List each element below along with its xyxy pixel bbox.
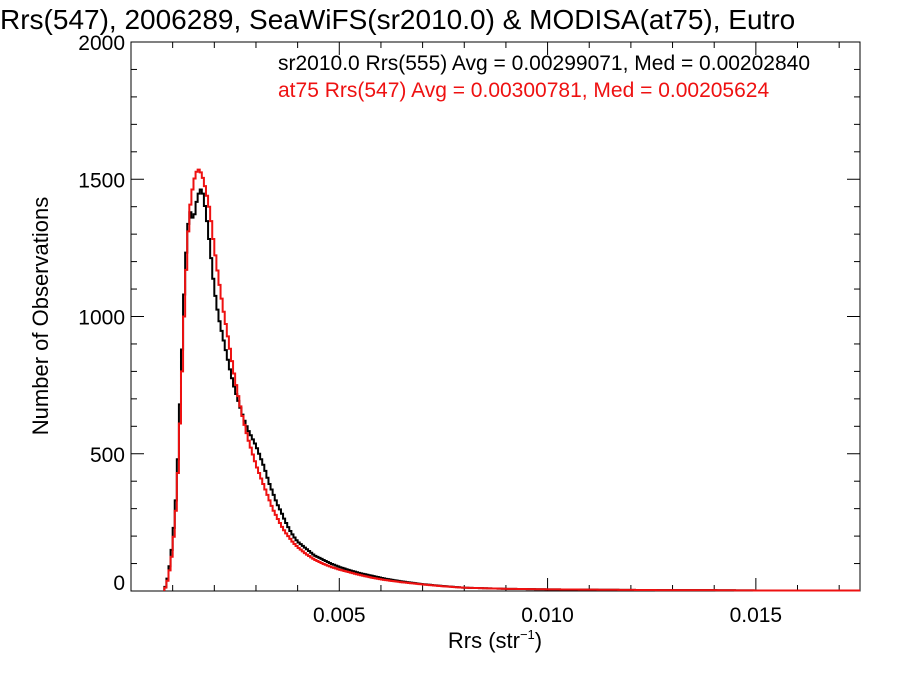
plot-frame	[130, 41, 861, 592]
chart-title: Rrs(547), 2006289, SeaWiFS(sr2010.0) & M…	[0, 4, 795, 35]
x-axis-label: Rrs (str−1)	[448, 627, 542, 653]
y-tick-label: 500	[90, 444, 125, 467]
y-axis-label: Number of Observations	[28, 197, 53, 435]
x-tick-label: 0.015	[730, 604, 783, 627]
x-axis-label-main: Rrs (str	[448, 628, 520, 653]
x-tick-label: 0.005	[313, 604, 366, 627]
x-axis-label-sup: −1	[520, 627, 535, 642]
y-tick-label: 2000	[78, 32, 125, 55]
y-tick-label: 1000	[78, 307, 125, 330]
legend-entry-at75: at75 Rrs(547) Avg = 0.00300781, Med = 0.…	[278, 79, 769, 102]
x-tick-label: 0.010	[521, 604, 574, 627]
series-line-at75	[163, 168, 860, 592]
series-layer	[163, 168, 860, 592]
y-tick-label: 0	[113, 572, 125, 595]
legend-entry-sr2010: sr2010.0 Rrs(555) Avg = 0.00299071, Med …	[278, 52, 810, 75]
series-line-sr2010	[163, 188, 860, 592]
y-tick-label: 1500	[78, 169, 125, 192]
x-axis-label-close: )	[535, 628, 542, 653]
axis-ticks: 0 500 1000 1500 2000 0.005 0.010 0.015	[78, 32, 860, 627]
